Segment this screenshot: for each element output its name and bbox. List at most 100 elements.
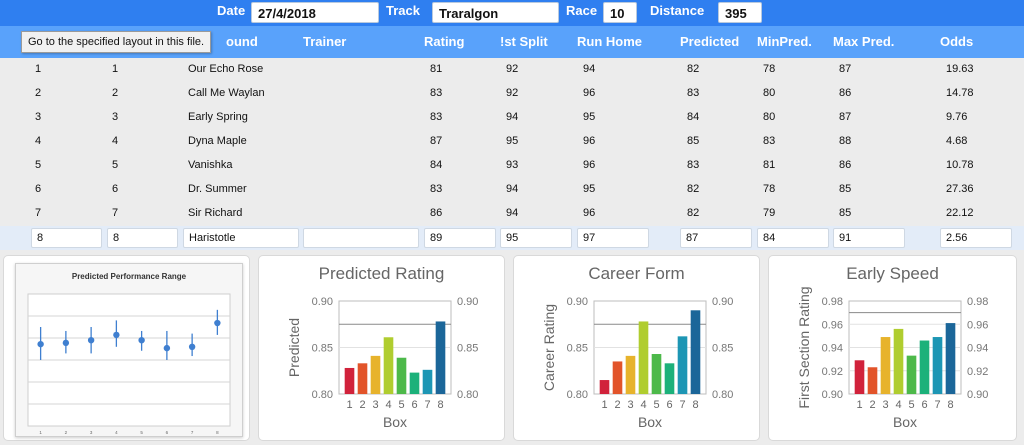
rating-value: 83 (430, 87, 443, 99)
distance-field[interactable]: 395 (718, 2, 762, 23)
col-greyhound[interactable]: ound (226, 34, 258, 49)
predicted-field[interactable]: 87 (680, 228, 752, 248)
y-tick-label-right: 0.85 (457, 343, 478, 355)
bar (370, 355, 381, 394)
table-row-selected[interactable]: 8 8 Haristotle 89 95 97 87 84 91 2.56 (0, 226, 1024, 250)
col-max-pred[interactable]: Max Pred. (833, 34, 895, 49)
box-number-field[interactable]: 8 (107, 228, 178, 248)
trainer-field[interactable] (303, 228, 419, 248)
x-tick-label: 5 (140, 430, 143, 435)
x-tick-label: 1 (856, 399, 862, 411)
y-tick-label-right: 0.80 (457, 389, 478, 401)
table-row[interactable]: 4 4 Dyna Maple 87 95 96 85 83 88 4.68 (0, 130, 1024, 154)
bar (932, 337, 943, 394)
col-rating[interactable]: Rating (424, 34, 465, 49)
max-pred-value: 85 (839, 207, 852, 219)
x-tick-label: 2 (65, 430, 68, 435)
split-field[interactable]: 95 (500, 228, 572, 248)
y-tick-label-right: 0.90 (457, 296, 478, 308)
col-odds[interactable]: Odds (940, 34, 974, 49)
race-label: Race (566, 3, 598, 18)
bar (664, 363, 675, 394)
min-pred-value: 83 (763, 135, 776, 147)
rating-value: 83 (430, 183, 443, 195)
date-field[interactable]: 27/4/2018 (251, 2, 379, 23)
x-tick-label: 4 (385, 399, 391, 411)
split-value: 94 (506, 207, 519, 219)
predicted-rating-panel: Predicted Rating 0.90 0.90 0.85 0.85 0.80 0.8… (258, 255, 505, 441)
odds-value: 9.76 (946, 111, 968, 123)
predicted-rating-chart[interactable]: 0.90 0.900.85 0.850.80 0.801 2 3 4 5 6 7 8BoxPredi… (259, 256, 506, 442)
race-field[interactable]: 10 (603, 2, 637, 23)
track-field[interactable]: Traralgon (432, 2, 559, 23)
min-pred-field[interactable]: 84 (757, 228, 829, 248)
min-pred-value: 78 (763, 63, 776, 75)
run-home-value: 96 (583, 87, 596, 99)
box-number: 6 (112, 183, 119, 195)
career-form-chart[interactable]: 0.90 0.90 0.85 0.85 0.80 0.80 1 2 3 4 5 6 7 8 Box Caree… (514, 256, 761, 442)
y-tick-label-right: 0.92 (967, 366, 988, 378)
table-row[interactable]: 6 6 Dr. Summer 83 94 95 82 78 85 27.36 (0, 178, 1024, 202)
bar (854, 360, 865, 394)
row-number-field[interactable]: 8 (31, 228, 102, 248)
rating-field[interactable]: 89 (424, 228, 496, 248)
data-point (62, 339, 70, 347)
run-home-value: 94 (583, 63, 596, 75)
y-tick-label-right: 0.90 (967, 389, 988, 401)
predicted-value: 83 (687, 159, 700, 171)
chart-title: Early Speed (846, 264, 939, 283)
odds-value: 10.78 (946, 159, 974, 171)
x-tick-label: 3 (882, 399, 888, 411)
table-row[interactable]: 7 7 Sir Richard 86 94 96 82 79 85 22.12 (0, 202, 1024, 226)
max-pred-value: 86 (839, 87, 852, 99)
y-tick-label-left: 0.90 (822, 389, 843, 401)
table-row[interactable]: 2 2 Call Me Waylan 83 92 96 83 80 86 14.… (0, 82, 1024, 106)
max-pred-value: 87 (839, 63, 852, 75)
min-pred-value: 81 (763, 159, 776, 171)
greyhound-name: Call Me Waylan (188, 87, 265, 99)
bar (651, 354, 662, 394)
table-row[interactable]: 3 3 Early Spring 83 94 95 84 80 87 9.76 (0, 106, 1024, 130)
y-tick-label-left: 0.90 (567, 296, 588, 308)
bar (945, 323, 956, 394)
x-tick-label: 6 (921, 399, 927, 411)
run-home-field[interactable]: 97 (577, 228, 649, 248)
split-value: 94 (506, 111, 519, 123)
y-tick-label-left: 0.98 (822, 296, 843, 308)
col-first-split[interactable]: !st Split (500, 34, 548, 49)
predicted-value: 83 (687, 87, 700, 99)
x-tick-label: 3 (90, 430, 93, 435)
col-trainer[interactable]: Trainer (303, 34, 347, 49)
col-min-pred[interactable]: MinPred. (757, 34, 812, 49)
x-tick-label: 8 (437, 399, 443, 411)
track-label: Track (386, 3, 420, 18)
min-pred-value: 80 (763, 87, 776, 99)
y-axis-label: Predicted (286, 318, 302, 377)
y-tick-label-left: 0.92 (822, 366, 843, 378)
odds-field[interactable]: 2.56 (940, 228, 1012, 248)
max-pred-field[interactable]: 91 (833, 228, 905, 248)
rating-value: 81 (430, 63, 443, 75)
row-number: 6 (35, 183, 42, 195)
box-number: 7 (112, 207, 119, 219)
y-tick-label-right: 0.80 (712, 389, 733, 401)
x-tick-label: 1 (601, 399, 607, 411)
run-home-value: 96 (583, 207, 596, 219)
odds-value: 14.78 (946, 87, 974, 99)
performance-range-chart[interactable]: Predicted Performance Range 1 2 3 4 5 6 7 8 (15, 263, 243, 437)
bar (599, 380, 610, 394)
early-speed-panel: Early Speed 0.98 0.98 0.96 0.96 0.94 0.94 0.92… (768, 255, 1017, 441)
bar (625, 355, 636, 394)
y-tick-label-right: 0.96 (967, 319, 988, 331)
y-tick-label-left: 0.80 (312, 389, 333, 401)
y-tick-label-right: 0.90 (712, 296, 733, 308)
table-row[interactable]: 5 5 Vanishka 84 93 96 83 81 86 10.78 (0, 154, 1024, 178)
table-row[interactable]: 1 1 Our Echo Rose 81 92 94 82 78 87 19.6… (0, 58, 1024, 82)
runners-table: 1 1 Our Echo Rose 81 92 94 82 78 87 19.6… (0, 58, 1024, 250)
greyhound-name-field[interactable]: Haristotle (183, 228, 299, 248)
max-pred-value: 86 (839, 159, 852, 171)
early-speed-chart[interactable]: 0.98 0.98 0.96 0.96 0.94 0.94 0.92 0.92 0.90 0.90… (769, 256, 1018, 442)
chart-title: Career Form (588, 264, 685, 283)
col-run-home[interactable]: Run Home (577, 34, 642, 49)
col-predicted[interactable]: Predicted (680, 34, 740, 49)
